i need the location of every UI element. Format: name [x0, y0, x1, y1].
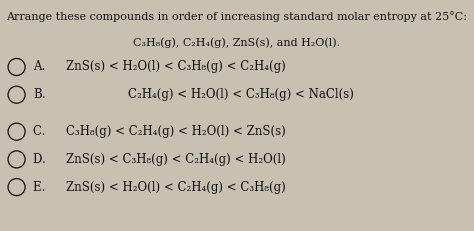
Text: C.: C.	[33, 125, 49, 138]
Text: D.: D.	[33, 153, 50, 166]
Text: ZnS(s) < H₂O(l) < C₃H₈(g) < C₂H₄(g): ZnS(s) < H₂O(l) < C₃H₈(g) < C₂H₄(g)	[66, 61, 286, 73]
Text: B.: B.	[33, 88, 46, 101]
Text: C₃H₈(g) < C₂H₄(g) < H₂O(l) < ZnS(s): C₃H₈(g) < C₂H₄(g) < H₂O(l) < ZnS(s)	[66, 125, 286, 138]
Text: A.: A.	[33, 61, 49, 73]
Text: Arrange these compounds in order of increasing standard molar entropy at 25°C:: Arrange these compounds in order of incr…	[7, 12, 467, 22]
Text: ZnS(s) < C₃H₈(g) < C₂H₄(g) < H₂O(l): ZnS(s) < C₃H₈(g) < C₂H₄(g) < H₂O(l)	[66, 153, 286, 166]
Text: C₃H₈(g), C₂H₄(g), ZnS(s), and H₂O(l).: C₃H₈(g), C₂H₄(g), ZnS(s), and H₂O(l).	[134, 37, 340, 48]
Text: C₂H₄(g) < H₂O(l) < C₃H₈(g) < NaCl(s): C₂H₄(g) < H₂O(l) < C₃H₈(g) < NaCl(s)	[128, 88, 354, 101]
Text: ZnS(s) < H₂O(l) < C₂H₄(g) < C₃H₈(g): ZnS(s) < H₂O(l) < C₂H₄(g) < C₃H₈(g)	[66, 181, 286, 194]
Text: E.: E.	[33, 181, 49, 194]
